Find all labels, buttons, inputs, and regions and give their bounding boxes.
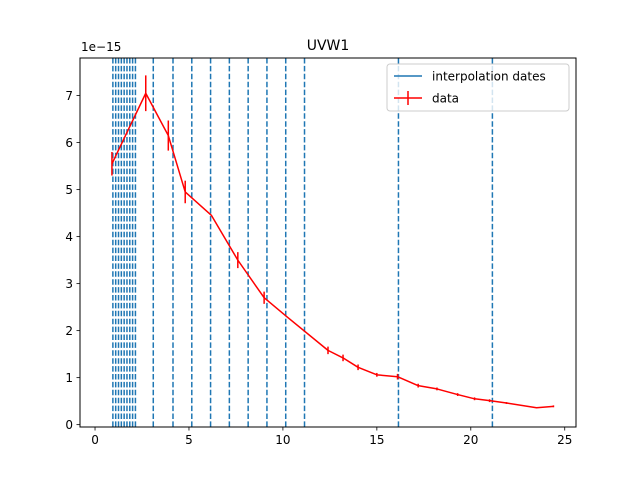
- legend-box: [386, 63, 570, 112]
- chart-title: UVW1: [307, 38, 350, 54]
- x-tick-label: 25: [557, 433, 572, 447]
- axes-frame: [79, 57, 577, 428]
- y-tick-label: 2: [65, 324, 73, 338]
- x-axis: 0 5 10 15 20 25: [91, 427, 572, 447]
- y-tick-label: 4: [65, 230, 73, 244]
- y-axis: 0 1 2 3 4 5 6 7: [65, 89, 80, 432]
- x-tick-label: 5: [185, 433, 193, 447]
- y-tick-label: 6: [65, 136, 73, 150]
- x-tick-label: 10: [275, 433, 290, 447]
- y-tick-label: 1: [65, 371, 73, 385]
- y-tick-label: 7: [65, 89, 73, 103]
- y-tick-label: 5: [65, 183, 73, 197]
- plot-content: [111, 58, 555, 427]
- legend-interpolation-label: interpolation dates: [432, 70, 546, 84]
- y-tick-label: 0: [65, 418, 73, 432]
- y-tick-label: 3: [65, 277, 73, 291]
- legend-data-label: data: [432, 92, 459, 106]
- x-tick-label: 0: [91, 433, 99, 447]
- x-tick-label: 15: [369, 433, 384, 447]
- y-offset-label: 1e−15: [81, 40, 121, 54]
- x-tick-label: 20: [463, 433, 478, 447]
- legend: interpolation dates data: [386, 63, 570, 112]
